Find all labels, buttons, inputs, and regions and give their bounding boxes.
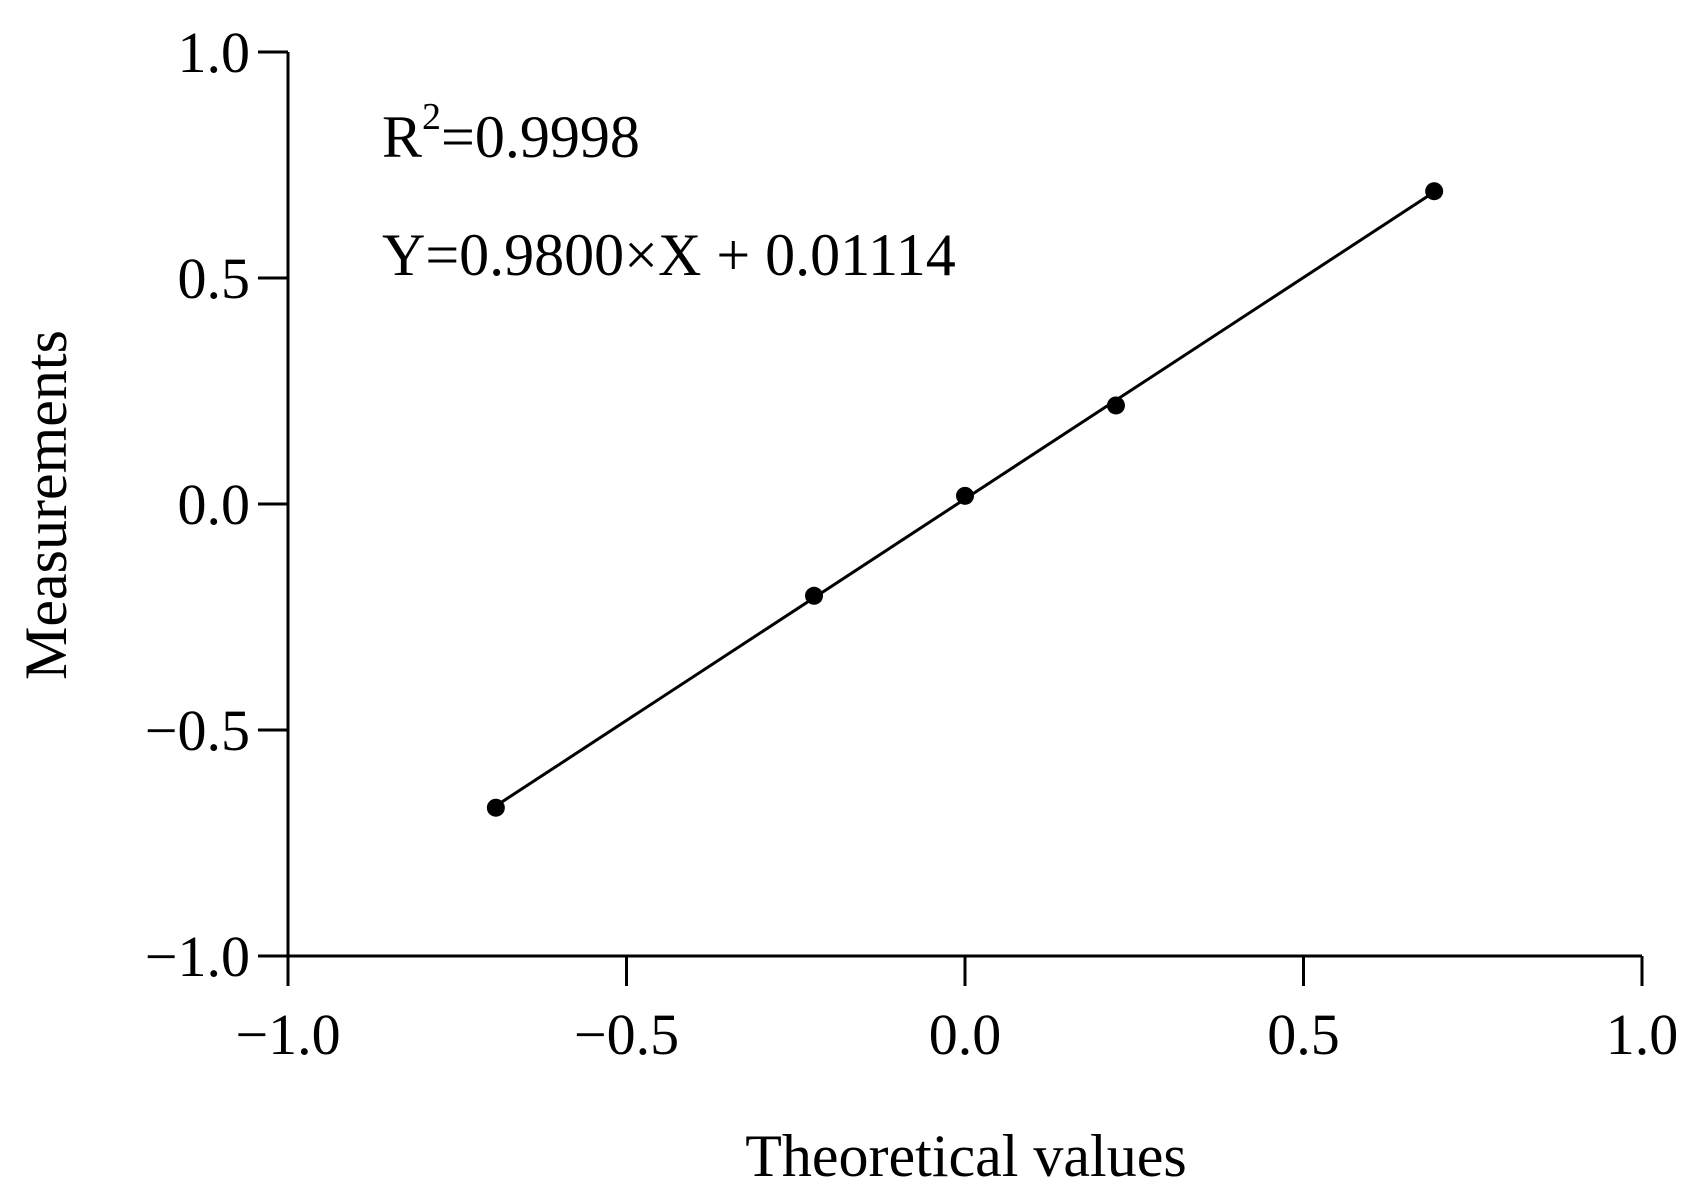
x-tick-label: 1.0 [1606,1002,1679,1067]
y-tick-label: 1.0 [178,20,251,85]
y-tick-label: 0.0 [178,472,251,537]
x-tick-label: −0.5 [574,1002,679,1067]
data-point [1106,396,1125,415]
data-point [805,586,824,605]
y-tick-label: −1.0 [145,924,250,989]
data-point [486,798,505,817]
x-tick-label: 0.0 [929,1002,1002,1067]
data-point [1425,182,1444,201]
r2-exponent: 2 [422,96,441,138]
r2-prefix: R [382,104,422,170]
y-axis-title: Measurements [13,330,79,680]
data-points [486,182,1444,817]
r2-annotation: R2=0.9998 [382,96,640,170]
x-tick-label: 0.5 [1267,1002,1340,1067]
y-tick-label: −0.5 [145,698,250,763]
x-axis-title: Theoretical values [745,1123,1186,1189]
equation-annotation: Y=0.9800×X + 0.01114 [382,222,956,288]
axes: −1.0 −0.5 0.0 0.5 1.0 −1.0 −0.5 0.0 0.5 1.0 [145,20,1678,1067]
data-point [956,486,974,505]
y-tick-label: 0.5 [178,246,251,311]
r2-value: =0.9998 [441,104,640,170]
x-tick-label: −1.0 [235,1002,340,1067]
